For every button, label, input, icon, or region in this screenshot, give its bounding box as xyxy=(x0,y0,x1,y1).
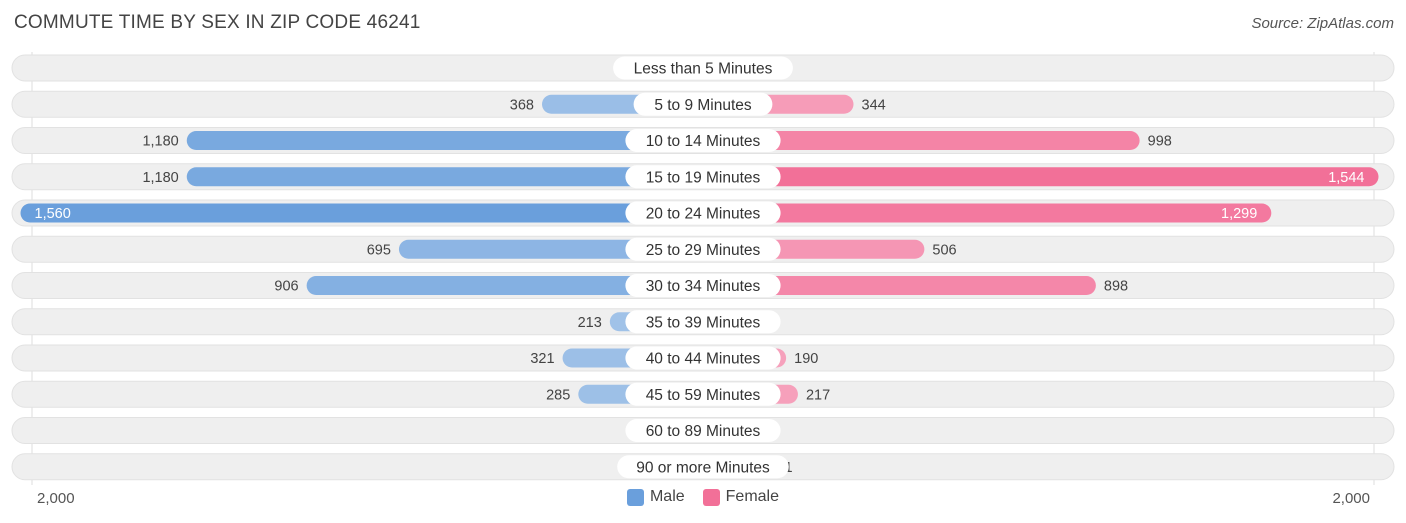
category-pill xyxy=(625,310,781,334)
legend-item-male[interactable]: Male xyxy=(626,488,685,506)
category-pill xyxy=(625,201,781,225)
value-label-female: 217 xyxy=(806,387,830,403)
category-pill xyxy=(625,382,781,406)
bar-male xyxy=(186,131,713,150)
category-label: 5 to 9 Minutes xyxy=(654,97,752,114)
category-label: 25 to 29 Minutes xyxy=(646,242,761,259)
bar-female xyxy=(693,276,1096,295)
category-label: 20 to 24 Minutes xyxy=(646,206,761,223)
axis-left-label: 2,000 xyxy=(37,490,75,507)
bar-female xyxy=(693,167,1379,187)
value-label-male: 906 xyxy=(274,279,298,295)
category-label: 15 to 19 Minutes xyxy=(646,169,761,186)
value-label-male: 285 xyxy=(546,387,570,403)
bar-male xyxy=(20,203,713,223)
value-label-female: 898 xyxy=(1104,279,1128,295)
chart-title: COMMUTE TIME BY SEX IN ZIP CODE 46241 xyxy=(14,12,421,33)
bar-male xyxy=(186,167,713,187)
category-label: 60 to 89 Minutes xyxy=(646,423,761,440)
legend-label-female: Female xyxy=(725,488,780,505)
value-label-female: 506 xyxy=(932,242,956,258)
value-label-female: 344 xyxy=(862,97,886,113)
legend-swatch-female xyxy=(702,488,720,506)
bar-female xyxy=(693,203,1272,223)
value-label-male: 1,180 xyxy=(142,170,178,186)
category-pill xyxy=(625,237,781,261)
category-pill xyxy=(625,165,781,189)
legend-item-female[interactable]: Female xyxy=(702,488,780,506)
bar-female xyxy=(693,131,1140,150)
value-label-male: 1,180 xyxy=(142,134,178,150)
value-label-male: 321 xyxy=(530,351,554,367)
legend-swatch-male xyxy=(626,488,644,506)
category-label: 90 or more Minutes xyxy=(636,459,770,476)
category-label: 35 to 39 Minutes xyxy=(646,314,761,331)
category-label: 10 to 14 Minutes xyxy=(646,133,761,150)
bar-male xyxy=(306,276,713,295)
category-pill xyxy=(625,274,781,297)
category-pill xyxy=(625,419,781,442)
value-label-male: 695 xyxy=(367,242,391,258)
value-label-female: 1,544 xyxy=(1328,170,1364,186)
axis-right-label: 2,000 xyxy=(1332,490,1370,507)
legend: Male Female xyxy=(0,488,1406,506)
category-label: 30 to 34 Minutes xyxy=(646,278,761,295)
value-label-male: 368 xyxy=(510,97,534,113)
source-label: Source: ZipAtlas.com xyxy=(1251,15,1394,32)
category-pill xyxy=(625,346,781,370)
value-label-male: 213 xyxy=(578,315,602,331)
value-label-female: 998 xyxy=(1148,134,1172,150)
category-pill xyxy=(613,56,793,80)
category-pill xyxy=(633,92,773,116)
category-pill xyxy=(625,129,781,152)
value-label-female: 1,299 xyxy=(1221,206,1257,222)
value-label-male: 1,560 xyxy=(35,206,71,222)
category-pill xyxy=(617,455,789,479)
legend-label-male: Male xyxy=(649,488,685,505)
category-label: 40 to 44 Minutes xyxy=(646,351,761,368)
value-label-female: 190 xyxy=(794,351,818,367)
category-label: Less than 5 Minutes xyxy=(634,61,773,78)
category-label: 45 to 59 Minutes xyxy=(646,387,761,404)
